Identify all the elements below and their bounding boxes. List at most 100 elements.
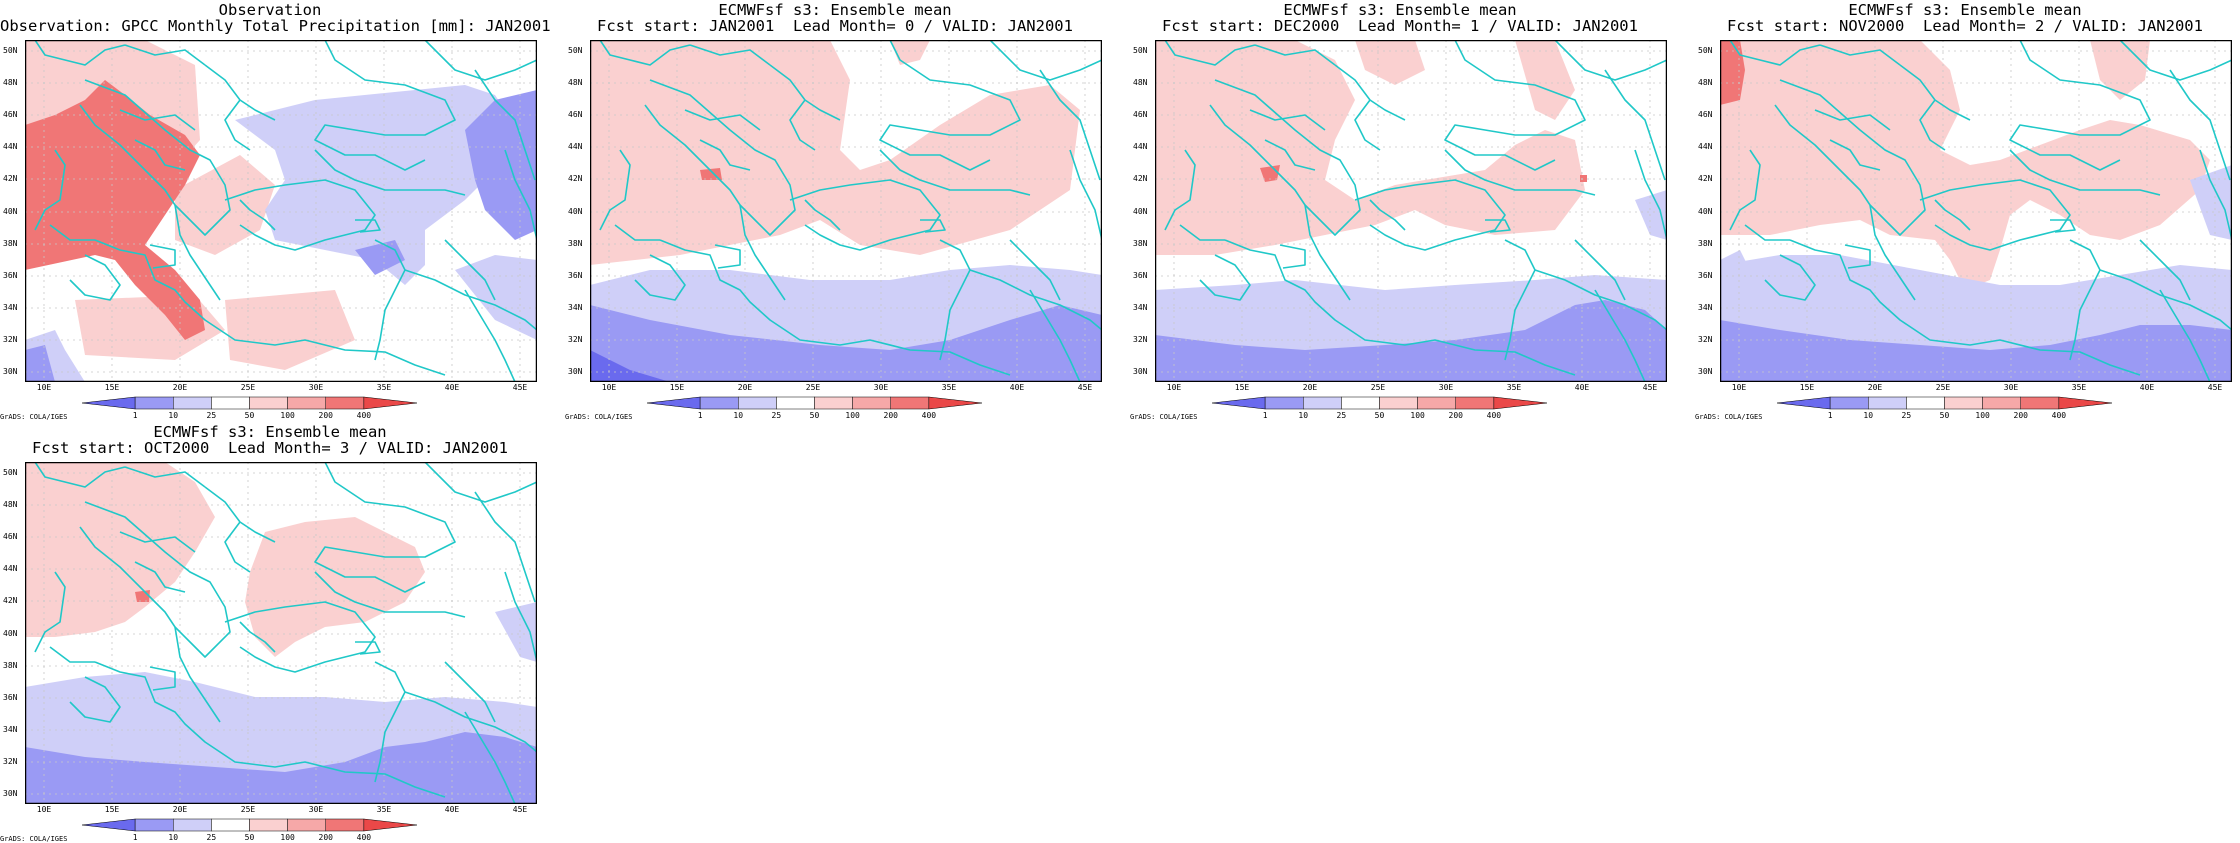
colorbar-wrap (81, 395, 418, 414)
map-frame (590, 40, 1102, 382)
lat-tick-label: 30N (3, 789, 18, 798)
colorbar-label: 100 (1975, 411, 1990, 420)
coastline (464, 711, 516, 804)
coastline (94, 239, 446, 376)
colorbar-label: 10 (733, 411, 744, 420)
panel-title: ECMWFsf s3: Ensemble mean (1848, 1, 2082, 19)
lon-tick-label: 45E (2207, 383, 2223, 392)
colorbar-label: 400 (1486, 411, 1502, 420)
lat-tick-label: 50N (3, 46, 18, 55)
lat-tick-label: 40N (1698, 207, 1713, 216)
precip-area (135, 590, 150, 602)
lat-tick-label: 42N (568, 174, 583, 183)
colorbar-wrap (1776, 395, 2113, 414)
coastline (1554, 40, 1667, 81)
colorbar-label: 25 (206, 411, 217, 420)
colorbar-label: 50 (809, 411, 820, 420)
coastline (174, 626, 221, 723)
precip-area (25, 80, 205, 340)
colorbar-segment (173, 818, 212, 832)
coastline (464, 289, 516, 382)
colorbar-wrap (646, 395, 983, 414)
coastline (1199, 254, 1251, 301)
precip-area (1515, 40, 1575, 120)
precip-area (1720, 320, 2232, 382)
colorbar-segment (211, 396, 250, 410)
coastline (134, 139, 186, 171)
colorbar-label: 10 (168, 833, 179, 842)
map-panel-1: ECMWFsf s3: Ensemble mean Fcst start: JAN… (565, 0, 1105, 421)
precip-area (25, 462, 215, 637)
colorbar (1776, 396, 2113, 410)
coastline (789, 99, 816, 151)
lon-tick-label: 40E (444, 383, 460, 392)
lat-tick-label: 36N (1698, 271, 1713, 280)
coastline (444, 239, 496, 301)
colorbar-label: 200 (318, 411, 333, 420)
lat-tick-label: 30N (1698, 367, 1713, 376)
grads-credit: GrADS: COLA/IGES (565, 413, 633, 421)
lat-tick-label: 46N (568, 110, 583, 119)
lat-tick-label: 36N (568, 271, 583, 280)
colorbar-label: 400 (356, 833, 372, 842)
precip-area (25, 65, 65, 100)
coastline (1039, 69, 1101, 181)
colorbar-label: 10 (1863, 411, 1874, 420)
colorbar-segment (814, 396, 853, 410)
colorbar-wrap (81, 817, 418, 836)
colorbar-label: 200 (883, 411, 898, 420)
lon-tick-label: 35E (376, 805, 392, 814)
lat-tick-label: 32N (3, 757, 18, 766)
panel-title: ECMWFsf s3: Ensemble mean (718, 1, 952, 19)
precip-area (225, 290, 355, 370)
colorbar-segment (1417, 396, 1456, 410)
colorbar-segment (890, 396, 930, 410)
grads-credit: GrADS: COLA/IGES (1130, 413, 1198, 421)
lon-tick-label: 45E (1077, 383, 1093, 392)
lon-tick-label: 25E (240, 383, 256, 392)
coastline (404, 269, 537, 331)
coastline (1729, 149, 1761, 231)
map-panel-2: ECMWFsf s3: Ensemble mean Fcst start: DEC… (1130, 0, 1670, 421)
coastline (124, 466, 206, 488)
lon-tick-label: 40E (1009, 383, 1025, 392)
lat-tick-label: 48N (1133, 78, 1148, 87)
colorbar-label: 1 (1827, 411, 1833, 420)
coastline (504, 149, 537, 241)
lon-tick-label: 15E (104, 805, 120, 814)
coastline (149, 244, 176, 269)
panel-title: ECMWFsf s3: Ensemble mean (153, 423, 387, 441)
precip-area (590, 350, 670, 382)
coastline (2139, 239, 2191, 301)
lat-tick-label: 34N (568, 303, 583, 312)
lat-tick-label: 32N (568, 335, 583, 344)
colorbar-label: 10 (168, 411, 179, 420)
colorbar-label: 50 (1939, 411, 1950, 420)
coastline (969, 269, 1102, 331)
lat-tick-label: 32N (1133, 335, 1148, 344)
lon-tick-label: 10E (601, 383, 617, 392)
map-panel-0: Observation Observation: GPCC Monthly Tot… (0, 0, 551, 422)
coastline (444, 661, 496, 723)
precip-area (1720, 250, 1750, 295)
precip-area (25, 732, 537, 804)
colorbar-segment (646, 396, 701, 410)
lat-tick-label: 50N (3, 468, 18, 477)
coastline (1179, 224, 1225, 241)
lon-tick-label: 15E (669, 383, 685, 392)
colorbar-label: 1 (1262, 411, 1268, 420)
coastline (34, 40, 126, 66)
coastline (149, 666, 176, 691)
lon-tick-label: 25E (1370, 383, 1386, 392)
colorbar-segment (1868, 396, 1907, 410)
precip-area (2190, 165, 2232, 240)
colorbar-segment (2020, 396, 2060, 410)
coastline (79, 79, 231, 236)
colorbar-segment (1303, 396, 1342, 410)
grads-credit: GrADS: COLA/IGES (0, 835, 68, 843)
lat-tick-label: 36N (1133, 271, 1148, 280)
lat-tick-label: 38N (1698, 239, 1713, 248)
coastline (424, 40, 537, 81)
colorbar (1211, 396, 1548, 410)
lat-tick-label: 50N (1133, 46, 1148, 55)
